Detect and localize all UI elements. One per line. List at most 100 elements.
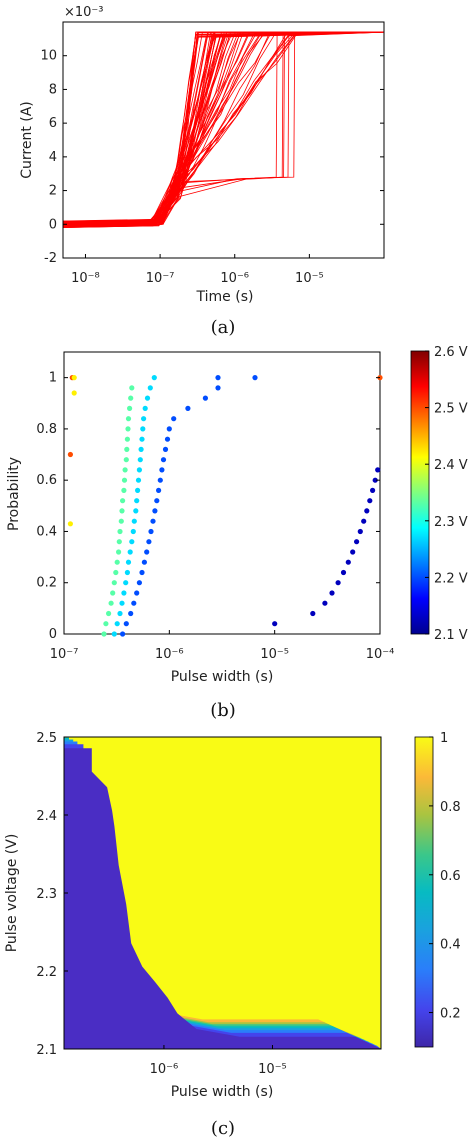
data-point [141,559,147,565]
data-point [103,621,109,627]
y-tick-label: 4 [49,150,57,165]
current-trace [62,31,384,225]
panel-a-x-axis-label: Time (s) [196,289,254,305]
colorbar-tick-label: 2.6 V [434,345,468,360]
data-point [136,467,142,473]
data-point [128,610,134,617]
data-point [147,385,153,391]
panel-c-y-axis-label: Pulse voltage (V) [4,834,20,953]
data-point [354,539,360,545]
data-point [131,600,137,606]
data-point [142,405,148,411]
panel-c-x-axis-label: Pulse width (s) [171,1084,274,1100]
data-point [138,446,144,452]
probability-band [64,748,381,1049]
x-tick-label: 10⁻⁸ [71,271,100,286]
panel-b-x-axis-label: Pulse width (s) [171,669,274,685]
panel-a-axes-frame [62,21,385,259]
data-point [137,457,143,463]
y-tick-label: 2 [49,184,57,199]
data-point [345,559,351,565]
data-point [122,467,128,473]
y-tick-label: 0.6 [36,473,57,488]
current-trace [62,31,384,223]
data-point [120,498,126,504]
data-point [127,549,133,555]
panel-b-axes-frame [63,351,381,635]
data-point [139,436,145,442]
x-tick-label: 10⁻⁵ [295,271,324,286]
panel-b: 10⁻⁷ 10⁻⁶ 10⁻⁵ 10⁻⁴ 0 0.2 0.4 0.6 0.8 1 Pulse wi… [6,345,468,721]
current-trace [62,31,385,222]
data-point [215,385,221,391]
data-point [146,539,152,545]
y-tick-label: 2.3 [36,887,57,902]
data-point [252,375,258,381]
data-point [121,477,128,483]
current-trace [62,31,384,223]
colorbar-tick-label: 2.2 V [434,571,468,586]
y-tick-label: -2 [44,251,57,266]
data-point [367,498,373,504]
current-trace [62,31,385,224]
data-point [152,508,158,514]
y-tick-label: 8 [49,82,57,97]
data-point [129,385,135,391]
data-point [111,580,117,586]
current-trace [62,31,385,224]
current-trace [62,31,384,223]
data-point [125,416,132,422]
panel-b-x-ticks: 10⁻⁷ 10⁻⁶ 10⁻⁵ 10⁻⁴ [50,630,395,662]
y-tick-label: 0.2 [36,576,57,591]
data-point [117,528,123,535]
data-point [111,631,117,637]
data-point [335,580,341,586]
x-tick-label: 10⁻⁴ [366,647,395,662]
data-point [166,426,172,432]
y-tick-label: 2.5 [36,731,57,746]
data-point [151,375,157,381]
y-tick-label: 0 [49,217,57,232]
y-tick-label: 2.1 [36,1043,57,1058]
y-tick-label: 10 [40,49,57,64]
panel-a-traces [62,31,385,228]
colorbar-tick-label: 0.4 [440,938,461,953]
data-point [185,405,191,411]
data-point [350,549,356,555]
data-point [162,446,169,452]
data-point [129,539,135,545]
data-point [124,569,130,576]
data-point [164,436,171,442]
data-point [375,467,381,473]
current-trace [62,31,385,222]
panel-a-caption: (a) [211,317,236,338]
data-point [171,416,177,422]
current-trace [62,31,384,227]
data-point [117,610,123,617]
data-point [140,426,146,432]
data-point [134,498,140,504]
data-point [364,508,370,514]
data-point [101,631,107,637]
panel-c-colorbar [414,736,434,1048]
data-point [128,395,134,401]
panel-c-colorbar-ticks: 0.2 0.4 0.6 0.8 1 [429,731,461,1022]
panel-c-caption: (c) [211,1118,235,1139]
data-point [310,610,316,617]
current-trace [62,31,384,227]
colorbar-tick-label: 0.8 [440,800,461,815]
data-point [202,395,208,401]
data-point [134,590,140,596]
x-tick-label: 10⁻⁶ [155,647,184,662]
y-tick-label: 0.4 [36,524,57,539]
data-point [357,528,363,535]
y-tick-label: 0.8 [36,422,57,437]
colorbar-tick-label: 0.2 [440,1007,461,1022]
data-point [121,590,127,596]
x-tick-label: 10⁻⁷ [50,647,79,662]
data-point [119,600,125,606]
data-point [67,451,73,458]
current-trace [62,31,385,224]
data-point [124,436,130,442]
